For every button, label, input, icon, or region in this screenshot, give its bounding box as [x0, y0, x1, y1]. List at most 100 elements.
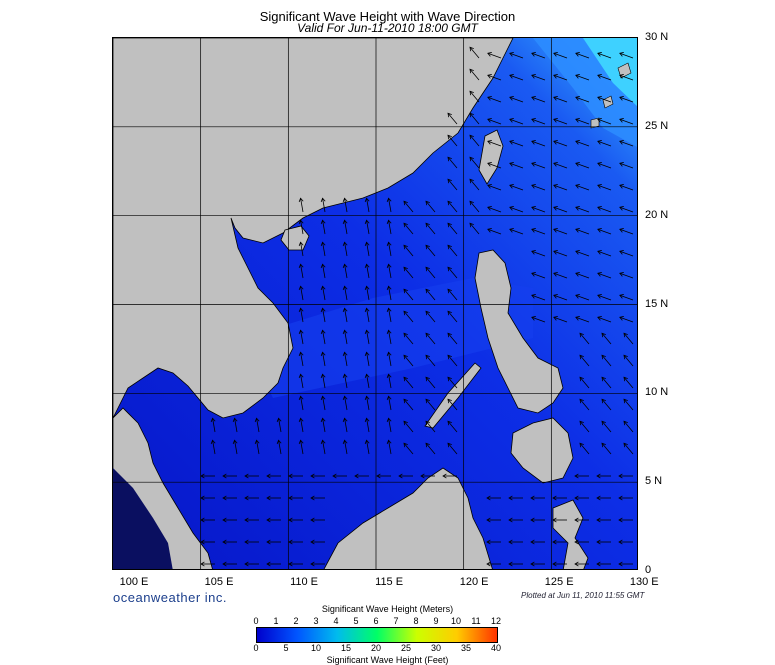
wave-arrow: [531, 316, 546, 323]
wave-arrow-head: [509, 96, 514, 101]
wave-arrow-head: [531, 74, 536, 79]
wave-arrow-head: [364, 197, 370, 203]
wave-direction-arrows: [200, 46, 634, 567]
wave-arrow: [575, 52, 590, 59]
wave-arrow-head: [531, 118, 536, 123]
wave-arrow-head: [575, 316, 580, 321]
wave-arrow-head: [553, 228, 558, 233]
wave-arrow-head: [447, 200, 452, 206]
wave-arrow-head: [487, 74, 492, 79]
wave-arrow-head: [469, 222, 474, 228]
wave-arrow-head: [342, 329, 348, 335]
legend-feet-tick: 35: [460, 643, 472, 653]
wave-arrow: [447, 377, 458, 389]
wave-arrow: [579, 443, 590, 455]
wave-height-colorbar: [256, 627, 498, 643]
wave-arrow: [300, 220, 304, 235]
wave-arrow: [531, 74, 546, 81]
wave-arrow: [601, 333, 612, 345]
wave-arrow-head: [597, 162, 602, 167]
wave-arrow-head: [298, 219, 304, 225]
wave-arrow-head: [619, 294, 624, 299]
wave-arrow-head: [210, 417, 216, 423]
wave-arrow: [623, 421, 634, 433]
wave-arrow-head: [447, 266, 452, 272]
wave-arrow-head: [364, 219, 370, 225]
wave-arrow: [531, 118, 546, 125]
wave-arrow-head: [403, 200, 408, 206]
wave-arrow-head: [386, 197, 392, 203]
wave-arrow-head: [469, 178, 474, 184]
wave-arrow: [553, 96, 568, 103]
wave-arrow: [300, 264, 304, 279]
wave-arrow-head: [403, 354, 408, 360]
wave-arrow: [531, 96, 546, 103]
wave-arrow: [447, 399, 458, 411]
wave-arrow: [425, 443, 436, 455]
wave-arrow: [425, 355, 436, 367]
wave-arrow: [575, 96, 590, 103]
wave-arrow: [447, 421, 458, 433]
wave-arrow-head: [530, 495, 535, 501]
wave-arrow-head: [601, 376, 606, 382]
wave-arrow-head: [447, 376, 452, 382]
wave-arrow-head: [266, 539, 271, 545]
wave-arrow: [619, 228, 634, 235]
wave-arrow: [425, 333, 436, 345]
wave-arrow-head: [574, 517, 579, 523]
wave-arrow-head: [298, 373, 304, 379]
wave-arrow-head: [425, 442, 430, 448]
wave-arrow-head: [487, 140, 492, 145]
ryukyu-islands: [590, 62, 632, 129]
wave-arrow-head: [447, 354, 452, 360]
wave-arrow: [403, 311, 414, 323]
wave-arrow-head: [320, 263, 326, 269]
wave-arrow-head: [553, 316, 558, 321]
wave-arrow: [469, 157, 480, 169]
wave-arrow: [601, 443, 612, 455]
wave-arrow: [597, 96, 612, 103]
wave-arrow: [575, 250, 590, 257]
wave-arrow: [575, 272, 590, 279]
wave-arrow-head: [575, 74, 580, 79]
wave-arrow-head: [597, 206, 602, 211]
wave-arrow: [366, 352, 370, 367]
wave-arrow-head: [575, 272, 580, 277]
wave-arrow-head: [425, 244, 430, 250]
wave-arrow-head: [320, 395, 326, 401]
wave-arrow-head: [342, 417, 348, 423]
wave-arrow-head: [553, 74, 558, 79]
wave-arrow-head: [574, 473, 579, 479]
wave-arrow-head: [619, 272, 624, 277]
wave-arrow-head: [425, 354, 430, 360]
wave-arrow: [447, 443, 458, 455]
wave-arrow-head: [579, 398, 584, 404]
wave-arrow: [619, 96, 634, 103]
mindanao-land: [510, 417, 574, 484]
wave-arrow-head: [244, 517, 249, 523]
legend-feet-tick: 0: [253, 643, 259, 653]
wave-arrow-head: [575, 206, 580, 211]
wave-arrow: [322, 352, 326, 367]
wave-arrow: [553, 272, 568, 279]
wave-arrow-head: [575, 184, 580, 189]
wave-arrow-head: [364, 329, 370, 335]
wave-arrow-head: [403, 398, 408, 404]
wave-arrow-head: [398, 473, 403, 479]
longitude-label: 115 E: [375, 576, 404, 588]
wave-arrow: [388, 330, 392, 345]
wave-arrow-head: [320, 417, 326, 423]
wave-arrow: [300, 440, 304, 455]
wave-arrow: [619, 294, 634, 301]
wave-arrow: [300, 198, 304, 213]
wave-arrow: [623, 399, 634, 411]
taiwan-land: [478, 129, 504, 185]
wave-arrow-head: [509, 74, 514, 79]
wave-arrow-head: [619, 74, 624, 79]
wave-arrow: [597, 294, 612, 301]
wave-arrow-head: [376, 473, 381, 479]
wave-arrow: [366, 374, 370, 389]
wave-arrow: [447, 179, 458, 191]
wave-arrow-head: [403, 420, 408, 426]
wave-arrow: [619, 206, 634, 213]
